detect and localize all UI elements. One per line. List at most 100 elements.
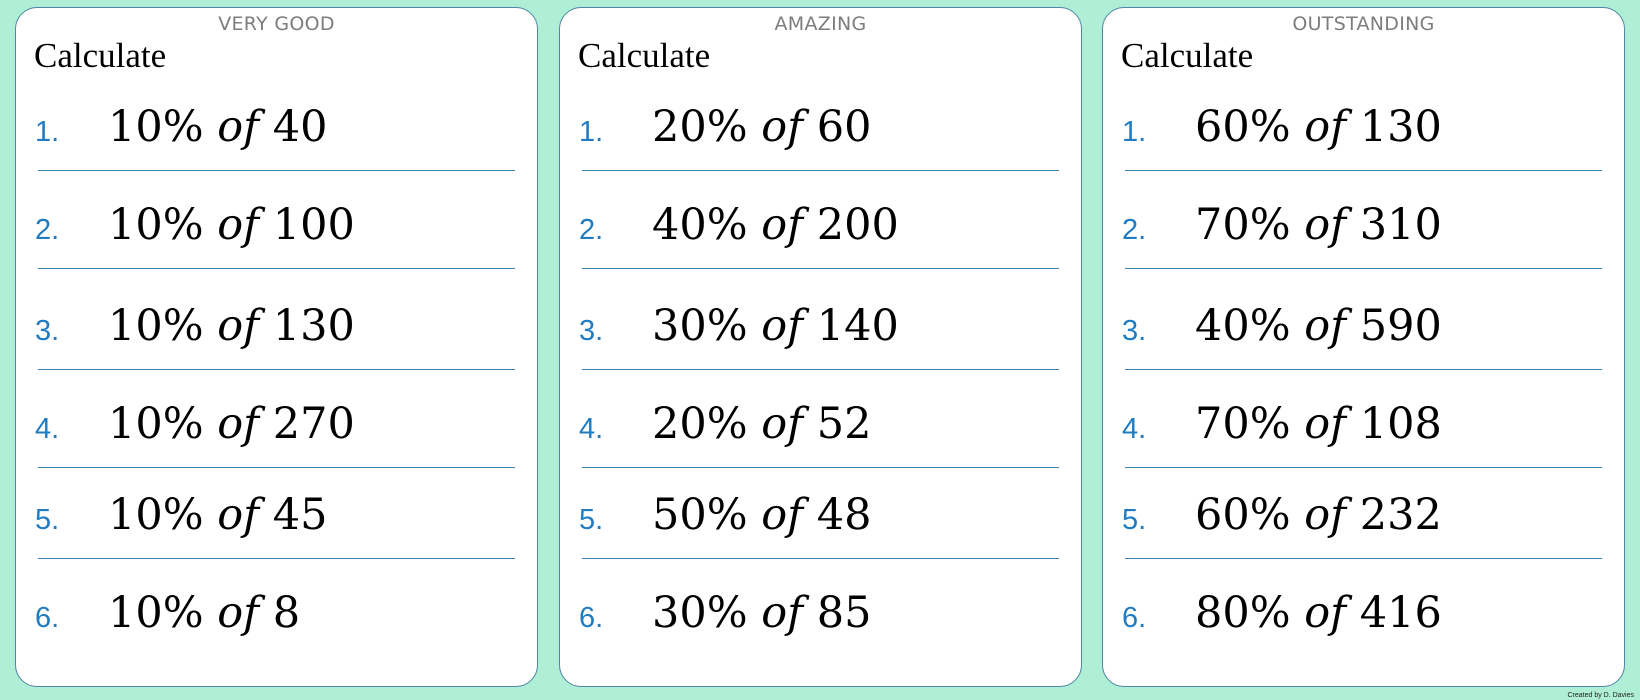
percent-value: 10% xyxy=(108,200,204,250)
question-expression: 30% of 140 xyxy=(652,301,899,351)
percent-value: 60% xyxy=(1195,102,1291,152)
percent-value: 80% xyxy=(1195,588,1291,638)
question-item: 1. 10% of 40 xyxy=(16,102,537,162)
of-word: of xyxy=(1304,102,1347,152)
question-expression: 20% of 60 xyxy=(652,102,871,152)
question-number: 4. xyxy=(1122,413,1147,445)
answer-line xyxy=(582,268,1059,269)
question-number: 6. xyxy=(35,602,60,634)
percent-value: 60% xyxy=(1195,490,1291,540)
question-number: 3. xyxy=(1122,315,1147,347)
amount-value: 130 xyxy=(272,301,355,351)
amount-value: 130 xyxy=(1359,102,1442,152)
card-heading: Calculate xyxy=(578,36,711,75)
question-expression: 10% of 40 xyxy=(108,102,327,152)
of-word: of xyxy=(1304,588,1347,638)
answer-line xyxy=(38,558,515,559)
of-word: of xyxy=(217,399,260,449)
question-expression: 60% of 130 xyxy=(1195,102,1442,152)
of-word: of xyxy=(217,102,260,152)
question-item: 4. 10% of 270 xyxy=(16,399,537,459)
answer-line xyxy=(1125,369,1602,370)
author-credit: Created by D. Davies xyxy=(1567,692,1634,699)
percent-value: 70% xyxy=(1195,399,1291,449)
of-word: of xyxy=(1304,200,1347,250)
amount-value: 8 xyxy=(272,588,301,638)
question-expression: 60% of 232 xyxy=(1195,490,1442,540)
of-word: of xyxy=(217,301,260,351)
question-number: 3. xyxy=(35,315,60,347)
question-expression: 80% of 416 xyxy=(1195,588,1442,638)
question-item: 1. 60% of 130 xyxy=(1103,102,1624,162)
percent-value: 70% xyxy=(1195,200,1291,250)
amount-value: 232 xyxy=(1359,490,1442,540)
question-expression: 30% of 85 xyxy=(652,588,871,638)
amount-value: 200 xyxy=(816,200,899,250)
question-item: 6. 30% of 85 xyxy=(560,588,1081,648)
worksheet-card-very-good: VERY GOOD Calculate 1. 10% of 40 2. 10% … xyxy=(15,7,538,687)
difficulty-level-label: OUTSTANDING xyxy=(1292,13,1435,35)
answer-line xyxy=(38,369,515,370)
answer-line xyxy=(1125,170,1602,171)
percent-value: 20% xyxy=(652,399,748,449)
question-expression: 40% of 200 xyxy=(652,200,899,250)
question-expression: 10% of 270 xyxy=(108,399,355,449)
question-item: 1. 20% of 60 xyxy=(560,102,1081,162)
worksheet-card-amazing: AMAZING Calculate 1. 20% of 60 2. 40% of… xyxy=(559,7,1082,687)
of-word: of xyxy=(1304,301,1347,351)
question-expression: 70% of 108 xyxy=(1195,399,1442,449)
difficulty-level-label: AMAZING xyxy=(774,13,867,35)
question-expression: 10% of 130 xyxy=(108,301,355,351)
percent-value: 10% xyxy=(108,301,204,351)
of-word: of xyxy=(1304,399,1347,449)
of-word: of xyxy=(761,490,804,540)
answer-line xyxy=(582,170,1059,171)
question-item: 4. 70% of 108 xyxy=(1103,399,1624,459)
question-number: 6. xyxy=(579,602,604,634)
question-item: 3. 30% of 140 xyxy=(560,301,1081,361)
amount-value: 416 xyxy=(1359,588,1442,638)
amount-value: 60 xyxy=(816,102,872,152)
question-item: 3. 10% of 130 xyxy=(16,301,537,361)
card-heading: Calculate xyxy=(34,36,167,75)
difficulty-level-label: VERY GOOD xyxy=(218,13,335,35)
answer-line xyxy=(1125,558,1602,559)
answer-line xyxy=(1125,268,1602,269)
percent-value: 40% xyxy=(652,200,748,250)
answer-line xyxy=(582,369,1059,370)
percent-value: 50% xyxy=(652,490,748,540)
amount-value: 270 xyxy=(272,399,355,449)
question-expression: 10% of 100 xyxy=(108,200,355,250)
card-heading: Calculate xyxy=(1121,36,1254,75)
of-word: of xyxy=(217,200,260,250)
worksheet-card-outstanding: OUTSTANDING Calculate 1. 60% of 130 2. 7… xyxy=(1102,7,1625,687)
percent-value: 40% xyxy=(1195,301,1291,351)
question-number: 5. xyxy=(1122,504,1147,536)
question-number: 1. xyxy=(35,116,60,148)
percent-value: 10% xyxy=(108,102,204,152)
question-number: 5. xyxy=(579,504,604,536)
answer-line xyxy=(582,467,1059,468)
question-expression: 10% of 45 xyxy=(108,490,327,540)
of-word: of xyxy=(761,588,804,638)
question-item: 2. 40% of 200 xyxy=(560,200,1081,260)
question-number: 4. xyxy=(35,413,60,445)
of-word: of xyxy=(761,102,804,152)
amount-value: 45 xyxy=(272,490,328,540)
percent-value: 30% xyxy=(652,301,748,351)
question-number: 2. xyxy=(579,214,604,246)
percent-value: 20% xyxy=(652,102,748,152)
answer-line xyxy=(38,467,515,468)
question-item: 6. 10% of 8 xyxy=(16,588,537,648)
question-number: 6. xyxy=(1122,602,1147,634)
question-item: 4. 20% of 52 xyxy=(560,399,1081,459)
percent-value: 10% xyxy=(108,490,204,540)
amount-value: 40 xyxy=(272,102,328,152)
question-item: 3. 40% of 590 xyxy=(1103,301,1624,361)
question-item: 2. 70% of 310 xyxy=(1103,200,1624,260)
question-number: 5. xyxy=(35,504,60,536)
question-number: 1. xyxy=(1122,116,1147,148)
of-word: of xyxy=(217,490,260,540)
question-expression: 40% of 590 xyxy=(1195,301,1442,351)
amount-value: 48 xyxy=(816,490,872,540)
